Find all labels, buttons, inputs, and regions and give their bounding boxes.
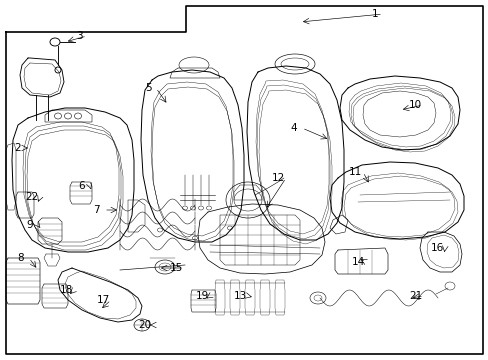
Text: 8: 8 [18,253,24,263]
Text: 11: 11 [347,167,361,177]
Text: 13: 13 [233,291,246,301]
Text: 10: 10 [407,100,421,110]
Text: 16: 16 [429,243,443,253]
Text: 20: 20 [138,320,151,330]
Text: 6: 6 [79,181,85,191]
Text: 9: 9 [27,220,33,230]
Text: 12: 12 [271,173,284,183]
Text: 2: 2 [15,143,21,153]
Text: 22: 22 [25,192,39,202]
Text: 14: 14 [351,257,364,267]
Text: 21: 21 [408,291,422,301]
Text: 3: 3 [76,31,82,41]
Text: 7: 7 [93,205,99,215]
Text: 1: 1 [371,9,378,19]
Text: 17: 17 [96,295,109,305]
Text: 5: 5 [144,83,151,93]
Text: 15: 15 [169,263,182,273]
Text: 18: 18 [59,285,73,295]
Text: 4: 4 [290,123,297,133]
Text: 19: 19 [195,291,208,301]
